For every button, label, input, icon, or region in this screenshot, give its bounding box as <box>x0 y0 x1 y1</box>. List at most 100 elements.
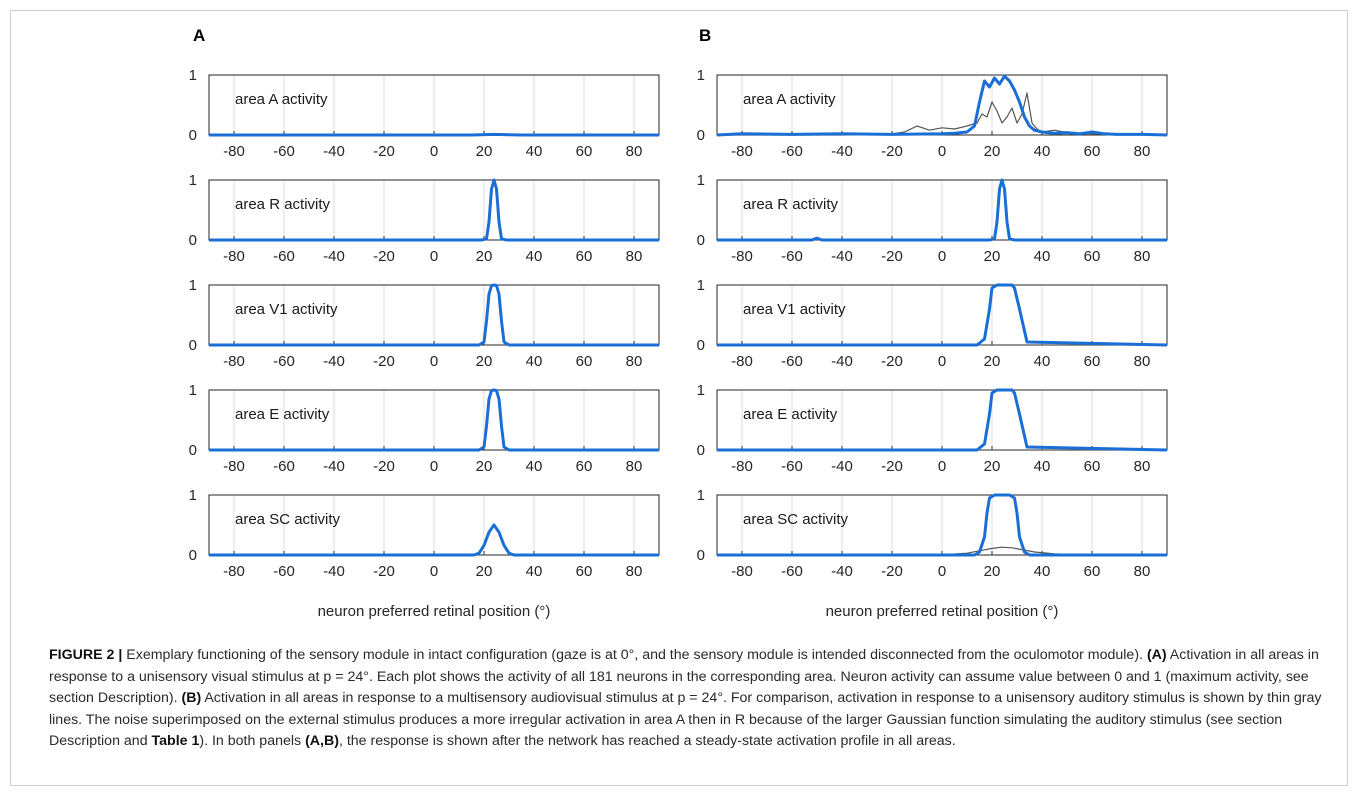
subplot-area-e-activity: 0 1 -80 -60 -40 -20 0 20 40 60 80 area E activity <box>697 382 1168 475</box>
y-tick-label: 0 <box>697 127 705 144</box>
x-tick-label: -60 <box>781 143 803 160</box>
panel-letter: A <box>193 26 205 45</box>
x-tick-label: 0 <box>430 248 438 265</box>
x-tick-label: 80 <box>1134 458 1151 475</box>
x-tick-label: 40 <box>526 353 543 370</box>
x-tick-label: -40 <box>831 248 853 265</box>
subplot-area-sc-activity: 0 1 -80 -60 -40 -20 0 20 40 60 80 area SC activity <box>189 487 660 580</box>
x-tick-label: 80 <box>626 248 643 265</box>
figure-frame: A 0 1 -80 -60 -40 -20 0 20 40 60 80 area A activity 0… <box>10 10 1348 786</box>
x-tick-label: 60 <box>1084 143 1101 160</box>
x-tick-label: 60 <box>576 563 593 580</box>
x-tick-label: -20 <box>881 353 903 370</box>
area-label: area R activity <box>743 196 839 213</box>
y-tick-label: 0 <box>189 232 197 249</box>
y-tick-label: 1 <box>189 382 197 399</box>
y-tick-label: 1 <box>189 487 197 504</box>
audiovisual-series-line <box>717 178 1167 242</box>
y-tick-label: 0 <box>189 442 197 459</box>
x-tick-label: 20 <box>984 248 1001 265</box>
area-label: area SC activity <box>235 511 341 528</box>
y-tick-label: 1 <box>189 67 197 84</box>
audiovisual-series-line <box>717 493 1167 557</box>
y-tick-label: 0 <box>697 337 705 354</box>
x-tick-label: 40 <box>1034 458 1051 475</box>
x-tick-label: 80 <box>1134 248 1151 265</box>
y-tick-label: 0 <box>697 442 705 459</box>
caption-segment: Exemplary functioning of the sensory mod… <box>122 647 1147 663</box>
area-label: area A activity <box>743 91 836 108</box>
caption-segment: ). In both panels <box>199 733 306 749</box>
audiovisual-series-line <box>716 74 1168 137</box>
y-tick-label: 1 <box>697 382 705 399</box>
y-tick-label: 0 <box>189 337 197 354</box>
x-tick-label: 60 <box>576 143 593 160</box>
x-tick-label: 80 <box>626 458 643 475</box>
x-tick-label: 60 <box>576 458 593 475</box>
y-tick-label: 0 <box>697 232 705 249</box>
x-tick-label: 20 <box>984 143 1001 160</box>
subplot-area-e-activity: 0 1 -80 -60 -40 -20 0 20 40 60 80 area E activity <box>189 382 660 475</box>
x-tick-label: 60 <box>1084 248 1101 265</box>
y-tick-label: 0 <box>189 127 197 144</box>
area-label: area V1 activity <box>743 301 846 318</box>
audiovisual-series-line <box>209 178 659 242</box>
y-tick-label: 0 <box>189 547 197 564</box>
x-tick-label: -80 <box>223 248 245 265</box>
x-tick-label: -40 <box>323 563 345 580</box>
x-tick-label: 40 <box>526 248 543 265</box>
x-tick-label: 20 <box>476 143 493 160</box>
x-tick-label: 20 <box>984 458 1001 475</box>
x-tick-label: -40 <box>323 248 345 265</box>
y-tick-label: 1 <box>189 172 197 189</box>
area-label: area SC activity <box>743 511 849 528</box>
x-tick-label: 20 <box>984 563 1001 580</box>
subplot-area-v1-activity: 0 1 -80 -60 -40 -20 0 20 40 60 80 area V1 activity <box>189 277 660 370</box>
x-tick-label: -20 <box>373 248 395 265</box>
subplot-area-sc-activity: 0 1 -80 -60 -40 -20 0 20 40 60 80 area SC activity <box>697 487 1168 580</box>
x-tick-label: 60 <box>1084 353 1101 370</box>
y-tick-label: 1 <box>697 487 705 504</box>
x-tick-label: -40 <box>831 143 853 160</box>
x-tick-label: -80 <box>731 458 753 475</box>
area-label: area E activity <box>235 406 330 423</box>
x-tick-label: 40 <box>1034 353 1051 370</box>
panel-letter: B <box>699 26 711 45</box>
x-tick-label: 40 <box>526 458 543 475</box>
x-tick-label: 60 <box>576 353 593 370</box>
x-tick-label: 0 <box>430 458 438 475</box>
x-tick-label: -80 <box>731 353 753 370</box>
caption-segment: Activation in all areas in response to a… <box>49 647 1319 706</box>
figure-plots: A 0 1 -80 -60 -40 -20 0 20 40 60 80 area A activity 0… <box>189 26 1168 620</box>
x-tick-label: 20 <box>984 353 1001 370</box>
x-tick-label: -80 <box>731 143 753 160</box>
audiovisual-series-line <box>209 283 659 347</box>
x-tick-label: -80 <box>731 248 753 265</box>
audiovisual-series-line <box>209 132 659 137</box>
x-tick-label: 80 <box>1134 143 1151 160</box>
x-tick-label: 40 <box>1034 563 1051 580</box>
y-tick-label: 1 <box>697 277 705 294</box>
x-tick-label: 80 <box>1134 353 1151 370</box>
audiovisual-series-line <box>209 388 659 452</box>
x-tick-label: -60 <box>273 143 295 160</box>
x-tick-label: 0 <box>430 353 438 370</box>
x-tick-label: 0 <box>430 143 438 160</box>
x-tick-label: 40 <box>1034 143 1051 160</box>
x-tick-label: -60 <box>273 248 295 265</box>
x-tick-label: 60 <box>576 248 593 265</box>
y-tick-label: 1 <box>189 277 197 294</box>
x-tick-label: -40 <box>831 458 853 475</box>
x-tick-label: 40 <box>526 143 543 160</box>
x-tick-label: -60 <box>273 353 295 370</box>
caption-segment: Activation in all areas in response to a… <box>49 690 1322 749</box>
x-tick-label: 0 <box>938 143 946 160</box>
area-label: area E activity <box>743 406 838 423</box>
x-tick-label: 80 <box>626 353 643 370</box>
x-tick-label: -80 <box>223 458 245 475</box>
x-tick-label: -40 <box>831 353 853 370</box>
panel-B: B 0 1 -80 -60 -40 -20 0 20 40 60 80 area A activity 0… <box>697 26 1168 620</box>
x-tick-label: 0 <box>938 458 946 475</box>
x-tick-label: -80 <box>731 563 753 580</box>
